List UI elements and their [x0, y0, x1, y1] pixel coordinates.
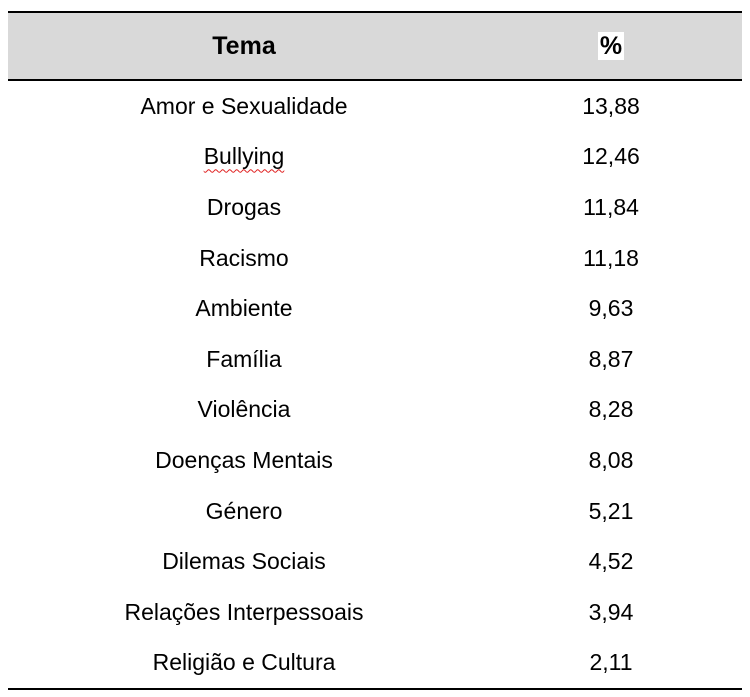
- percent-cell: 8,08: [588, 446, 634, 473]
- tema-cell: Violência: [197, 396, 291, 423]
- tema-column-cell: Família: [8, 334, 480, 385]
- tema-cell: Religião e Cultura: [152, 649, 336, 676]
- tema-cell: Género: [205, 497, 283, 524]
- tema-column-cell: Religião e Cultura: [8, 638, 480, 690]
- percent-cell: 11,18: [583, 244, 639, 271]
- tema-column-cell: Género: [8, 486, 480, 537]
- percent-cell: 11,84: [583, 193, 639, 220]
- table-row: Doenças Mentais 8,08: [8, 435, 742, 486]
- tema-cell: Bullying: [203, 143, 285, 170]
- table-row: Ambiente 9,63: [8, 283, 742, 334]
- tema-cell: Drogas: [206, 193, 282, 220]
- tema-cell: Racismo: [199, 244, 289, 271]
- table-row: Género 5,21: [8, 486, 742, 537]
- tema-column-cell: Drogas: [8, 182, 480, 233]
- tema-cell: Família: [206, 345, 282, 372]
- tema-column-cell: Violência: [8, 385, 480, 436]
- percent-cell: 8,87: [588, 345, 634, 372]
- tema-column-cell: Dilemas Sociais: [8, 536, 480, 587]
- tema-cell: Relações Interpessoais: [124, 598, 364, 625]
- percent-cell: 4,52: [588, 548, 634, 575]
- header-row: Tema %: [8, 12, 742, 80]
- table-row: Religião e Cultura 2,11: [8, 638, 742, 690]
- themes-table: Tema % Amor e Sexualidade 13,88 Bullying 12…: [8, 11, 742, 690]
- header-percent: %: [480, 12, 742, 80]
- table-row: Drogas 11,84: [8, 182, 742, 233]
- tema-cell: Doenças Mentais: [155, 446, 333, 473]
- percent-cell: 8,28: [588, 396, 634, 423]
- table-row: Racismo 11,18: [8, 233, 742, 284]
- percent-cell: 5,21: [588, 497, 634, 524]
- tema-cell: Ambiente: [195, 295, 293, 322]
- tema-cell: Amor e Sexualidade: [140, 92, 348, 119]
- table-row: Bullying 12,46: [8, 132, 742, 183]
- table-row: Amor e Sexualidade 13,88: [8, 80, 742, 132]
- percent-cell: 2,11: [589, 649, 633, 676]
- header-percent-label: %: [597, 31, 625, 60]
- header-tema: Tema: [212, 31, 276, 60]
- percent-cell: 13,88: [582, 92, 640, 119]
- percent-cell: 9,63: [588, 295, 634, 322]
- tema-column-cell: Doenças Mentais: [8, 435, 480, 486]
- table-row: Família 8,87: [8, 334, 742, 385]
- tema-column-cell: Bullying: [8, 132, 480, 183]
- tema-column-cell: Amor e Sexualidade: [8, 80, 480, 132]
- percent-cell: 12,46: [582, 143, 640, 170]
- tema-cell: Dilemas Sociais: [162, 548, 326, 575]
- table-row: Dilemas Sociais 4,52: [8, 536, 742, 587]
- tema-column-cell: Racismo: [8, 233, 480, 284]
- table-row: Relações Interpessoais 3,94: [8, 587, 742, 638]
- percent-cell: 3,94: [588, 598, 634, 625]
- tema-column-cell: Ambiente: [8, 283, 480, 334]
- table-row: Violência 8,28: [8, 385, 742, 436]
- tema-column-cell: Relações Interpessoais: [8, 587, 480, 638]
